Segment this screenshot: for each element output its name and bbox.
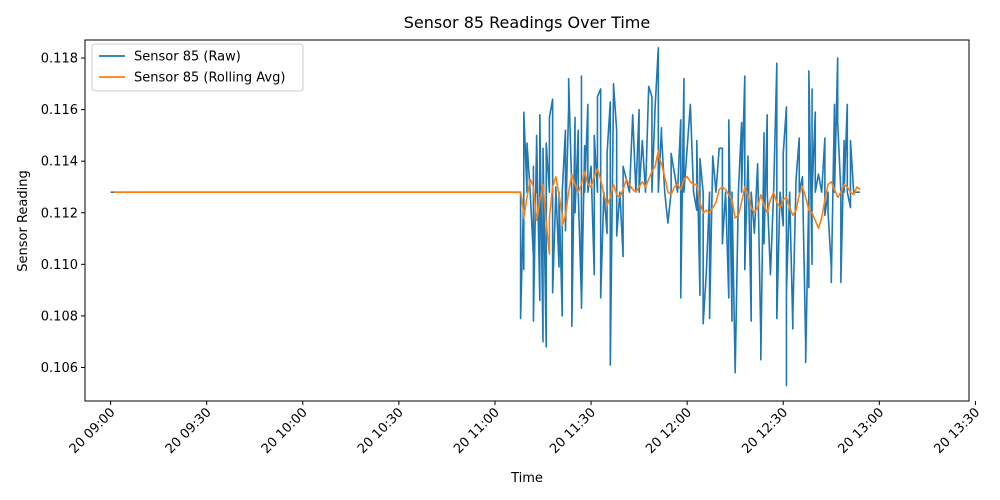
x-tick-label: 20 13:00 (835, 405, 887, 457)
x-tick-label: 20 10:00 (259, 405, 311, 457)
x-tick-label: 20 11:00 (451, 405, 503, 457)
chart-title: Sensor 85 Readings Over Time (404, 13, 650, 32)
x-tick-label: 20 13:30 (932, 405, 984, 457)
y-tick-label: 0.108 (41, 309, 78, 324)
legend-label-rolling-avg: Sensor 85 (Rolling Avg) (134, 71, 285, 86)
y-tick-label: 0.112 (41, 206, 78, 221)
y-tick-label: 0.110 (41, 258, 78, 273)
plot-area: 0.106 0.108 0.110 0.112 0.114 0.116 0.118 20 09… (41, 39, 984, 457)
legend-box (91, 43, 304, 92)
series-line-rolling-avg (113, 150, 861, 255)
x-tick-label: 20 12:00 (643, 405, 695, 457)
series-line-raw (110, 46, 861, 387)
y-axis-title: Sensor Reading (16, 170, 31, 271)
y-tick-label: 0.106 (41, 361, 78, 376)
y-tick-label: 0.116 (41, 103, 78, 118)
legend: Sensor 85 (Raw) Sensor 85 (Rolling Avg) (91, 43, 304, 92)
plot-frame (84, 39, 970, 402)
x-tick-label: 20 09:00 (67, 405, 119, 457)
x-tick-label: 20 12:30 (739, 405, 791, 457)
x-tick-label: 20 11:30 (547, 405, 599, 457)
legend-label-raw: Sensor 85 (Raw) (134, 50, 241, 65)
y-tick-label: 0.114 (41, 155, 78, 170)
x-tick-label: 20 09:30 (163, 405, 215, 457)
y-tick-label: 0.118 (41, 52, 78, 67)
x-tick-label: 20 10:30 (355, 405, 407, 457)
x-axis-title: Time (510, 471, 543, 486)
